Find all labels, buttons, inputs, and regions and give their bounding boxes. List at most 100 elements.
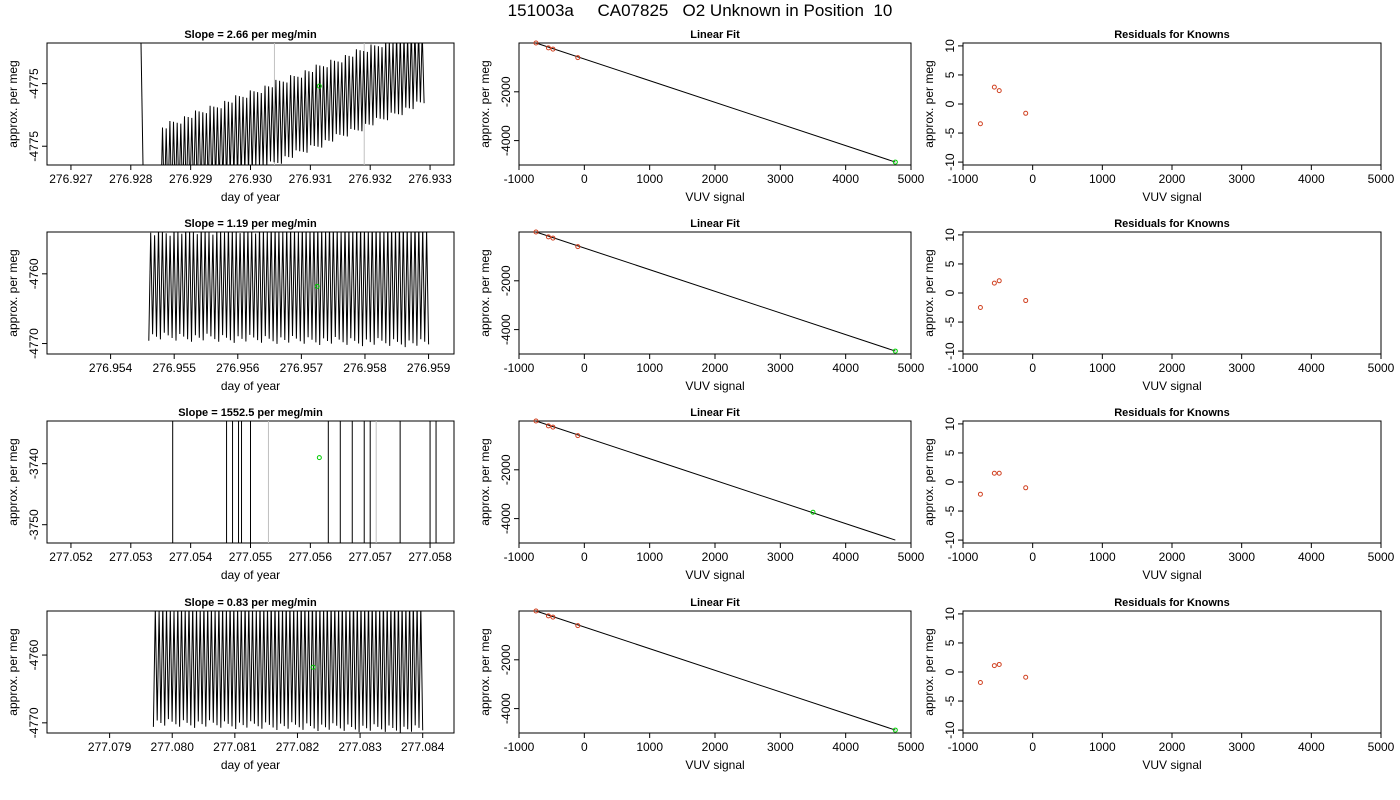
res-3-xtick-label: 1000 — [1089, 550, 1116, 564]
res-2-xtick-label: 3000 — [1228, 361, 1255, 375]
time-1-xlabel: day of year — [221, 190, 280, 204]
time-1-xtick-label: 276.930 — [229, 172, 273, 186]
time-4-title: Slope = 0.83 per meg/min — [184, 597, 317, 609]
res-4-xtick-label: 0 — [1029, 740, 1036, 754]
res-3-xtick-label: 2000 — [1159, 550, 1186, 564]
time-2-ylabel: approx. per meg — [6, 249, 20, 336]
fit-2-known-point — [545, 234, 551, 240]
res-4-ytick-label: -5 — [943, 695, 957, 706]
time-2-unknown-point — [314, 283, 320, 289]
fit-3-xtick-label: -1000 — [504, 550, 535, 564]
time-4-xtick-label: 277.081 — [213, 740, 257, 754]
time-1-title: Slope = 2.66 per meg/min — [184, 29, 317, 41]
figure-title: 151003a CA07825 O2 Unknown in Position 1… — [507, 1, 893, 20]
res-4-title: Residuals for Knowns — [1114, 597, 1230, 609]
fit-1-title: Linear Fit — [690, 29, 740, 41]
fit-1-frame — [518, 42, 912, 166]
time-3-xtick-label: 277.055 — [229, 550, 273, 564]
fit-2-title: Linear Fit — [690, 218, 740, 230]
res-1-xtick-label: 5000 — [1368, 172, 1395, 186]
fit-4-xtick-label: 2000 — [702, 740, 729, 754]
res-4-xlabel: VUV signal — [1142, 758, 1201, 772]
res-2-ytick-label: -5 — [943, 316, 957, 327]
res-2-frame — [962, 231, 1382, 355]
time-2-xtick-label: 276.954 — [89, 361, 133, 375]
res-1-residual-point — [996, 88, 1002, 94]
fit-1-known-point — [575, 55, 581, 61]
fit-1-known-point — [550, 46, 556, 52]
fit-2-xtick-label: -1000 — [504, 361, 535, 375]
fit-2-xtick-label: 3000 — [767, 361, 794, 375]
time-4-xtick-label: 277.083 — [338, 740, 382, 754]
res-3-ytick-label: 0 — [943, 478, 957, 485]
res-4-xtick-label: -1000 — [948, 740, 979, 754]
res-2-xlabel: VUV signal — [1142, 379, 1201, 393]
time-4-frame — [46, 610, 455, 734]
res-2-xtick-label: 5000 — [1368, 361, 1395, 375]
res-2-residual-point — [991, 280, 997, 286]
fit-4-xtick-label: 4000 — [832, 740, 859, 754]
time-4-ytick-label: -4760 — [27, 639, 41, 670]
time-2-xtick-label: 276.958 — [343, 361, 387, 375]
time-1-xtick-label: 276.933 — [408, 172, 452, 186]
res-4-xtick-label: 2000 — [1159, 740, 1186, 754]
res-2-title: Residuals for Knowns — [1114, 218, 1230, 230]
fit-4-xtick-label: 5000 — [898, 740, 925, 754]
fit-4-xtick-label: -1000 — [504, 740, 535, 754]
res-3-residual-point — [1023, 485, 1029, 491]
fit-2-known-point — [533, 229, 539, 235]
fit-1-ylabel: approx. per meg — [478, 60, 492, 147]
res-2-xtick-label: -1000 — [948, 361, 979, 375]
res-4-xtick-label: 4000 — [1298, 740, 1325, 754]
res-3-ytick-label: 5 — [943, 449, 957, 456]
res-4-frame — [962, 610, 1382, 734]
res-3-xtick-label: 5000 — [1368, 550, 1395, 564]
fit-3-frame — [518, 420, 912, 544]
res-1-residual-point — [991, 84, 997, 90]
fit-3-title: Linear Fit — [690, 407, 740, 419]
res-3-xlabel: VUV signal — [1142, 568, 1201, 582]
res-4-ylabel: approx. per meg — [922, 628, 936, 715]
fit-3-xlabel: VUV signal — [685, 568, 744, 582]
time-4-xtick-label: 277.082 — [276, 740, 320, 754]
fit-4-xlabel: VUV signal — [685, 758, 744, 772]
res-1-ytick-label: 0 — [943, 100, 957, 107]
res-4-ytick-label: -10 — [943, 721, 957, 739]
fit-3-unknown-point — [810, 509, 816, 515]
fit-4-xtick-label: 1000 — [636, 740, 663, 754]
time-1-drop-line — [140, 42, 144, 166]
res-1-residual-point — [1023, 110, 1029, 116]
time-4-xtick-label: 277.084 — [401, 740, 445, 754]
res-3-ytick-label: -5 — [943, 505, 957, 516]
fit-4-xtick-label: 0 — [581, 740, 588, 754]
time-1-signal-trace — [161, 43, 425, 165]
time-4-unknown-point — [310, 664, 316, 670]
fit-2-known-point — [575, 244, 581, 250]
fit-2-ylabel: approx. per meg — [478, 249, 492, 336]
time-4-xtick-label: 277.079 — [88, 740, 132, 754]
res-1-residual-point — [977, 121, 983, 127]
time-1-unknown-point — [316, 83, 322, 89]
fit-4-ylabel: approx. per meg — [478, 628, 492, 715]
fit-3-ytick-label: -4000 — [499, 503, 513, 534]
res-2-ytick-label: 5 — [943, 260, 957, 267]
fit-3-fit-line — [535, 420, 896, 541]
res-4-residual-point — [1023, 674, 1029, 680]
time-4-signal-trace — [152, 611, 424, 733]
res-3-xtick-label: 4000 — [1298, 550, 1325, 564]
fit-4-known-point — [575, 623, 581, 629]
res-2-residual-point — [1023, 298, 1029, 304]
fit-1-known-point — [533, 40, 539, 46]
res-3-residual-point — [996, 470, 1002, 476]
res-3-ytick-label: 10 — [943, 417, 957, 431]
time-3-unknown-point — [316, 455, 322, 461]
time-3-title: Slope = 1552.5 per meg/min — [178, 407, 323, 419]
res-4-xtick-label: 5000 — [1368, 740, 1395, 754]
res-3-xtick-label: -1000 — [948, 550, 979, 564]
time-3-ylabel: approx. per meg — [6, 438, 20, 525]
res-1-ylabel: approx. per meg — [922, 60, 936, 147]
time-3-xtick-label: 277.058 — [408, 550, 452, 564]
fit-4-xtick-label: 3000 — [767, 740, 794, 754]
fit-1-xtick-label: 2000 — [702, 172, 729, 186]
res-2-xtick-label: 2000 — [1159, 361, 1186, 375]
